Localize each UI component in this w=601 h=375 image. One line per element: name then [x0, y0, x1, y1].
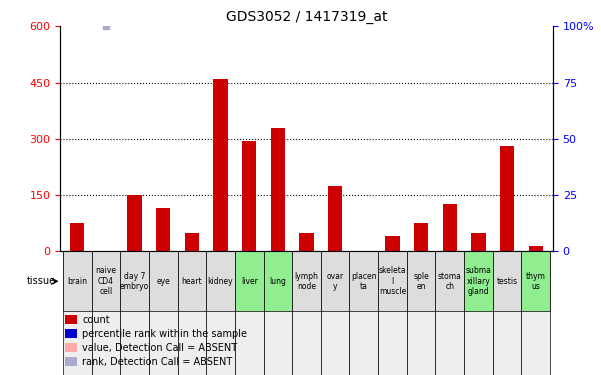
- Text: rank, Detection Call = ABSENT: rank, Detection Call = ABSENT: [82, 357, 233, 367]
- Bar: [328, 186, 343, 251]
- Bar: [213, 79, 228, 251]
- Bar: [500, 146, 514, 251]
- FancyBboxPatch shape: [63, 251, 91, 375]
- Text: subma
xillary
gland: subma xillary gland: [466, 266, 492, 296]
- FancyBboxPatch shape: [235, 251, 263, 311]
- Text: heart: heart: [182, 277, 202, 286]
- Text: stoma
ch: stoma ch: [438, 272, 462, 291]
- Bar: [414, 223, 429, 251]
- FancyBboxPatch shape: [407, 251, 436, 311]
- Bar: [442, 204, 457, 251]
- FancyBboxPatch shape: [350, 251, 378, 311]
- FancyBboxPatch shape: [206, 251, 235, 311]
- FancyBboxPatch shape: [493, 251, 522, 311]
- FancyBboxPatch shape: [464, 251, 493, 375]
- Text: placen
ta: placen ta: [351, 272, 377, 291]
- FancyBboxPatch shape: [522, 251, 550, 375]
- Text: liver: liver: [241, 277, 258, 286]
- Text: percentile rank within the sample: percentile rank within the sample: [82, 329, 247, 339]
- Bar: [65, 329, 78, 338]
- FancyBboxPatch shape: [378, 251, 407, 375]
- Bar: [156, 208, 171, 251]
- FancyBboxPatch shape: [350, 251, 378, 375]
- FancyBboxPatch shape: [522, 251, 550, 311]
- Text: value, Detection Call = ABSENT: value, Detection Call = ABSENT: [82, 343, 237, 353]
- Bar: [65, 357, 78, 366]
- FancyBboxPatch shape: [436, 251, 464, 311]
- Bar: [70, 223, 85, 251]
- Text: sple
en: sple en: [413, 272, 429, 291]
- Bar: [65, 315, 78, 324]
- Text: ovar
y: ovar y: [326, 272, 344, 291]
- Bar: [65, 343, 78, 352]
- FancyBboxPatch shape: [464, 251, 493, 311]
- Text: lymph
node: lymph node: [294, 272, 319, 291]
- Text: skeleta
l
muscle: skeleta l muscle: [379, 266, 406, 296]
- Text: lung: lung: [269, 277, 286, 286]
- FancyBboxPatch shape: [292, 251, 321, 311]
- FancyBboxPatch shape: [235, 251, 263, 375]
- Bar: [385, 236, 400, 251]
- Text: kidney: kidney: [208, 277, 233, 286]
- FancyBboxPatch shape: [206, 251, 235, 375]
- Text: thym
us: thym us: [526, 272, 546, 291]
- FancyBboxPatch shape: [149, 251, 177, 311]
- Text: count: count: [82, 315, 110, 325]
- Bar: [299, 232, 314, 251]
- Bar: [242, 141, 257, 251]
- Text: eye: eye: [156, 277, 170, 286]
- Text: tissue: tissue: [26, 276, 56, 286]
- FancyBboxPatch shape: [292, 251, 321, 375]
- FancyBboxPatch shape: [407, 251, 436, 375]
- FancyBboxPatch shape: [149, 251, 177, 375]
- FancyBboxPatch shape: [177, 251, 206, 375]
- FancyBboxPatch shape: [378, 251, 407, 311]
- Bar: [270, 128, 285, 251]
- Text: testis: testis: [496, 277, 517, 286]
- FancyBboxPatch shape: [263, 251, 292, 375]
- Bar: [127, 195, 142, 251]
- FancyBboxPatch shape: [63, 251, 91, 311]
- FancyBboxPatch shape: [120, 251, 149, 311]
- Bar: [528, 246, 543, 251]
- FancyBboxPatch shape: [120, 251, 149, 375]
- FancyBboxPatch shape: [91, 251, 120, 375]
- Text: naive
CD4
cell: naive CD4 cell: [96, 266, 117, 296]
- Bar: [185, 232, 199, 251]
- FancyBboxPatch shape: [321, 251, 350, 311]
- FancyBboxPatch shape: [436, 251, 464, 375]
- FancyBboxPatch shape: [177, 251, 206, 311]
- Text: day 7
embryo: day 7 embryo: [120, 272, 149, 291]
- FancyBboxPatch shape: [263, 251, 292, 311]
- FancyBboxPatch shape: [321, 251, 350, 375]
- Text: brain: brain: [67, 277, 87, 286]
- Title: GDS3052 / 1417319_at: GDS3052 / 1417319_at: [226, 10, 387, 24]
- FancyBboxPatch shape: [493, 251, 522, 375]
- Bar: [471, 232, 486, 251]
- FancyBboxPatch shape: [91, 251, 120, 311]
